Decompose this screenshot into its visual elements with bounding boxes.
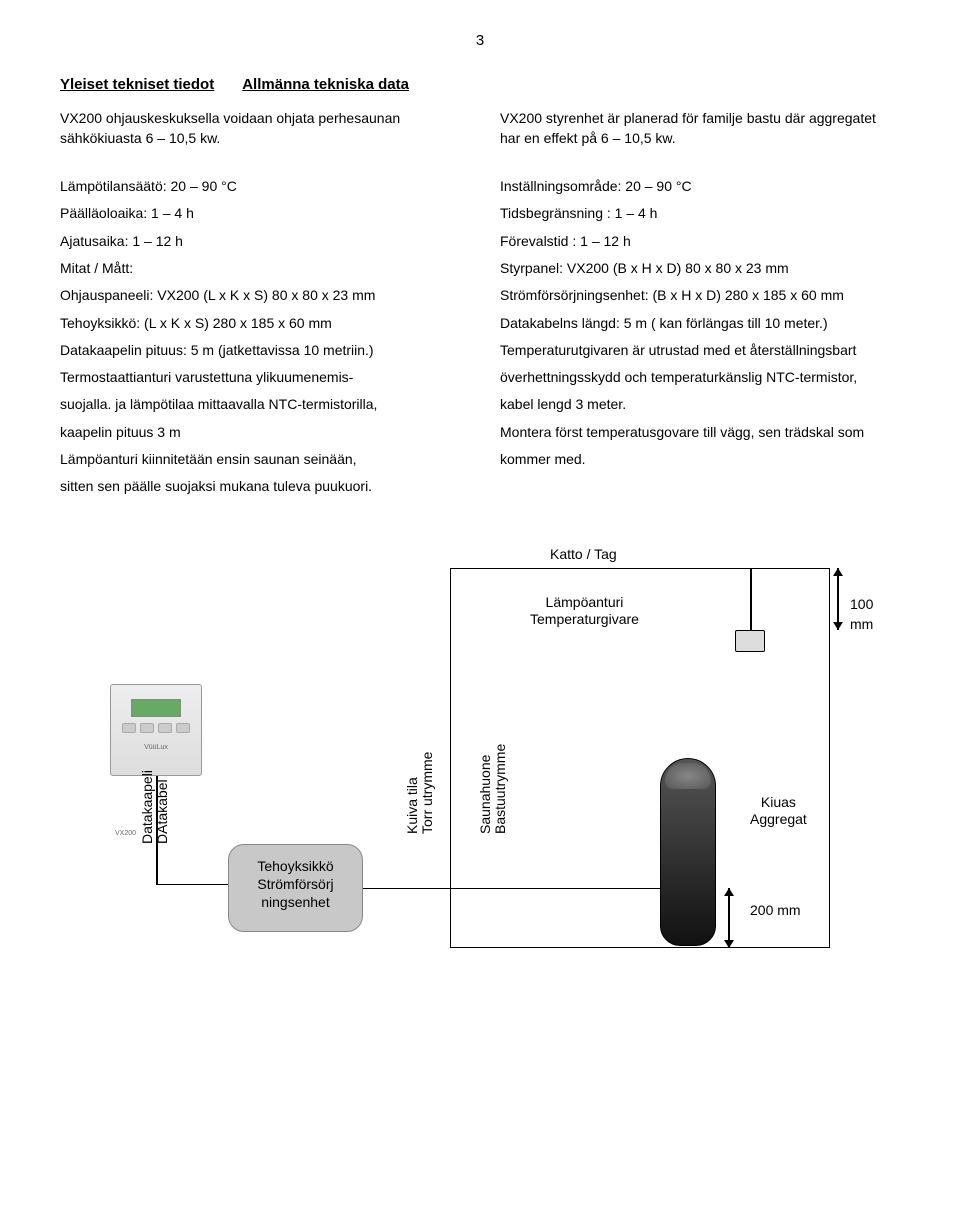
spec-sv-0: Inställningsområde: 20 – 90 °C: [500, 176, 900, 196]
sensor-label: Lämpöanturi Temperaturgivare: [530, 594, 639, 629]
teho-sv2: ningsenhet: [261, 894, 330, 910]
spec-fi-7: Termostaattianturi varustettuna ylikuume…: [60, 367, 460, 387]
spec-fi-1: Päälläoloaika: 1 – 4 h: [60, 203, 460, 223]
spec-fi-2: Ajatusaika: 1 – 12 h: [60, 231, 460, 251]
sauna-fi: Saunahuone: [477, 754, 493, 833]
wire-wall-to-heater: [450, 888, 660, 890]
spec-sv-4: Styrpanel: VX200 (B x H x D) 80 x 80 x 2…: [500, 258, 900, 278]
sensor-label-sv: Temperaturgivare: [530, 611, 639, 627]
headings-row: Yleiset tekniset tiedot Allmänna teknisk…: [60, 74, 900, 96]
specs-fi: Lämpötilansäätö: 20 – 90 °C Päälläoloaik…: [60, 176, 460, 504]
spec-sv-1: Tidsbegränsning : 1 – 4 h: [500, 203, 900, 223]
spec-sv-6: Datakabelns längd: 5 m ( kan förlängas t…: [500, 313, 900, 333]
data-cable-label: Datakaapeli DAtakabel: [140, 724, 171, 844]
dim-100-line: [837, 568, 839, 630]
wire-panel-horizontal: [156, 884, 228, 886]
spec-fi-6: Datakaapelin pituus: 5 m (jatkettavissa …: [60, 340, 460, 360]
intro-sv: VX200 styrenhet är planerad för familje …: [500, 108, 900, 149]
datacable-fi: Datakaapeli: [139, 770, 155, 844]
teho-fi: Tehoyksikkö: [257, 858, 333, 874]
intro-fi: VX200 ohjauskeskuksella voidaan ohjata p…: [60, 108, 460, 149]
ceiling-label: Katto / Tag: [550, 544, 617, 564]
panel-model-label: VX200: [115, 829, 136, 839]
spec-sv-5: Strömförsörjningsenhet: (B x H x D) 280 …: [500, 285, 900, 305]
dim-200-arrow-top: [724, 888, 734, 896]
spec-sv-9: kabel lengd 3 meter.: [500, 394, 900, 414]
kiuas-fi: Kiuas: [761, 794, 796, 810]
dry-room-label: Kuiva tila Torr utrymme: [405, 751, 436, 833]
spec-fi-10: Lämpöanturi kiinnitetään ensin saunan se…: [60, 449, 460, 469]
kuiva-sv: Torr utrymme: [419, 751, 435, 833]
spec-sv-11: kommer med.: [500, 449, 900, 469]
temperature-sensor-icon: [735, 630, 765, 652]
heater-label: Kiuas Aggregat: [750, 794, 807, 829]
datacable-sv: DAtakabel: [154, 779, 170, 844]
kiuas-sv: Aggregat: [750, 811, 807, 827]
sensor-label-fi: Lämpöanturi: [546, 594, 624, 610]
spec-fi-0: Lämpötilansäätö: 20 – 90 °C: [60, 176, 460, 196]
wire-teho-to-wall: [363, 888, 450, 890]
spec-fi-9: kaapelin pituus 3 m: [60, 422, 460, 442]
specs-sv: Inställningsområde: 20 – 90 °C Tidsbegrä…: [500, 176, 900, 504]
panel-lcd-icon: [131, 699, 181, 717]
spec-fi-4: Ohjauspaneeli: VX200 (L x K x S) 80 x 80…: [60, 285, 460, 305]
spec-sv-10: Montera först temperatusgovare till vägg…: [500, 422, 900, 442]
teho-sv1: Strömförsörj: [257, 876, 333, 892]
spec-fi-11: sitten sen päälle suojaksi mukana tuleva…: [60, 476, 460, 496]
spec-fi-5: Tehoyksikkö: (L x K x S) 280 x 185 x 60 …: [60, 313, 460, 333]
sauna-room-label: Saunahuone Bastuutrymme: [478, 743, 509, 833]
dim-100-arrow-bot: [833, 622, 843, 630]
spec-sv-8: överhettningsskydd och temperaturkänslig…: [500, 367, 900, 387]
dim-200-arrow-bot: [724, 940, 734, 948]
dimension-200mm: 200 mm: [750, 900, 801, 920]
spec-fi-3: Mitat / Mått:: [60, 258, 460, 278]
dimension-100mm: 100 mm: [850, 594, 873, 635]
spec-sv-2: Förevalstid : 1 – 12 h: [500, 231, 900, 251]
power-unit-box: Tehoyksikkö Strömförsörj ningsenhet: [228, 844, 363, 932]
installation-diagram: Katto / Tag Lämpöanturi Temperaturgivare…: [110, 544, 850, 984]
sauna-sv: Bastuutrymme: [492, 743, 508, 833]
heading-sv: Allmänna tekniska data: [242, 74, 409, 96]
kuiva-fi: Kuiva tila: [404, 777, 420, 834]
spec-fi-8: suojalla. ja lämpötilaa mittaavalla NTC-…: [60, 394, 460, 414]
page-number: 3: [60, 30, 900, 52]
dim-200-line: [728, 888, 730, 948]
sensor-cable-line: [750, 568, 752, 630]
heading-fi: Yleiset tekniset tiedot: [60, 74, 214, 96]
heater-icon: [660, 758, 716, 946]
dim-100-arrow-top: [833, 568, 843, 576]
intro-row: VX200 ohjauskeskuksella voidaan ohjata p…: [60, 108, 900, 149]
spec-sv-7: Temperaturutgivaren är utrustad med et å…: [500, 340, 900, 360]
specs-table: Lämpötilansäätö: 20 – 90 °C Päälläoloaik…: [60, 176, 900, 504]
